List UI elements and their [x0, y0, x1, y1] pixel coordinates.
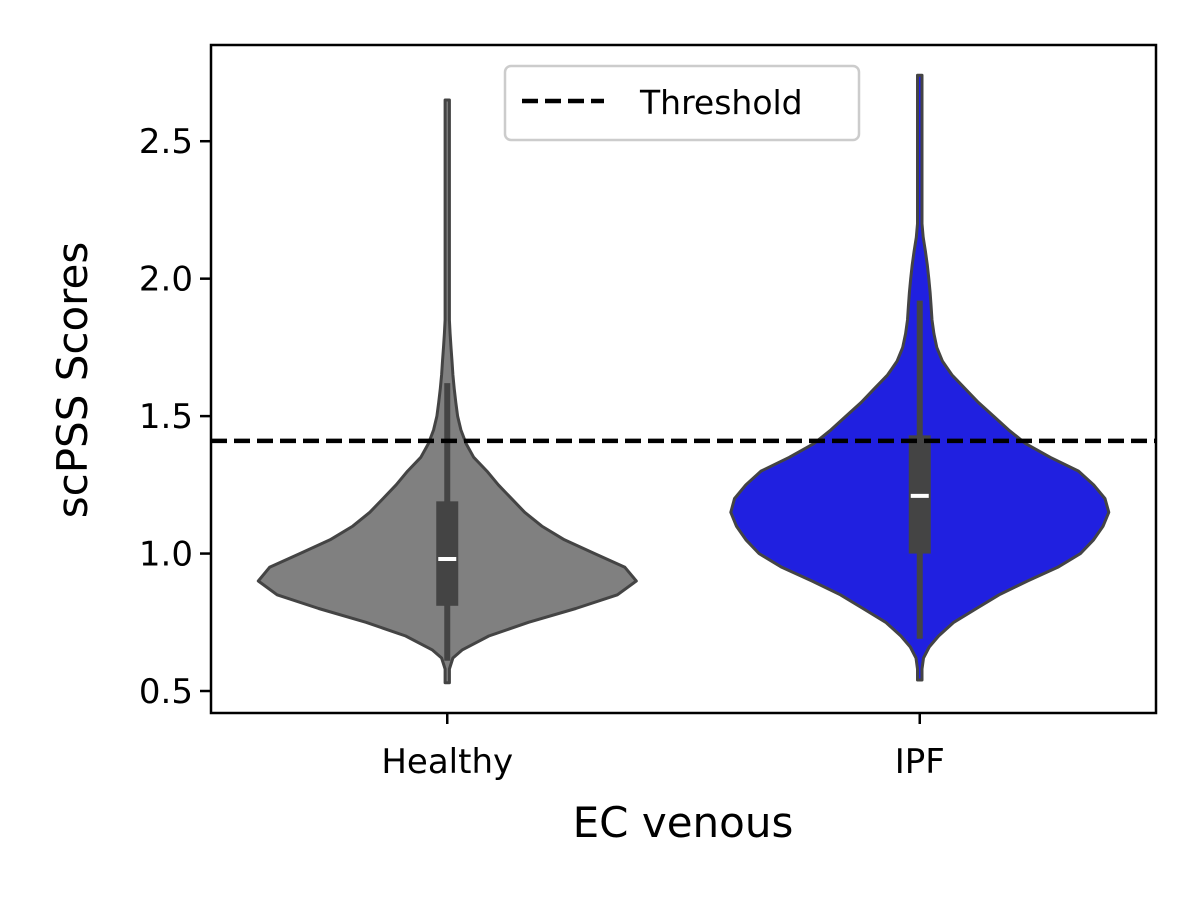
y-axis-title: scPSS Scores — [48, 242, 97, 519]
y-tick-label: 1.0 — [139, 535, 193, 575]
plot-frame — [209, 43, 1158, 715]
x-axis: Healthy IPF — [381, 713, 945, 782]
y-tick-label: 0.5 — [139, 672, 193, 712]
violin-iqr-box-healthy — [436, 501, 459, 606]
violins-layer — [256, 73, 1111, 685]
y-tick-label: 2.5 — [139, 122, 193, 162]
x-tick-label: Healthy — [381, 742, 513, 782]
x-axis-title: EC venous — [573, 798, 794, 847]
x-tick-label: IPF — [895, 742, 945, 782]
legend-box — [503, 64, 861, 142]
y-axis: 0.5 1.0 1.5 2.0 2.5 — [139, 122, 211, 712]
y-tick-label: 1.5 — [139, 397, 193, 437]
y-tick-label: 2.0 — [139, 260, 193, 300]
legend-threshold-label: Threshold — [639, 83, 803, 122]
legend: Threshold — [503, 64, 861, 142]
